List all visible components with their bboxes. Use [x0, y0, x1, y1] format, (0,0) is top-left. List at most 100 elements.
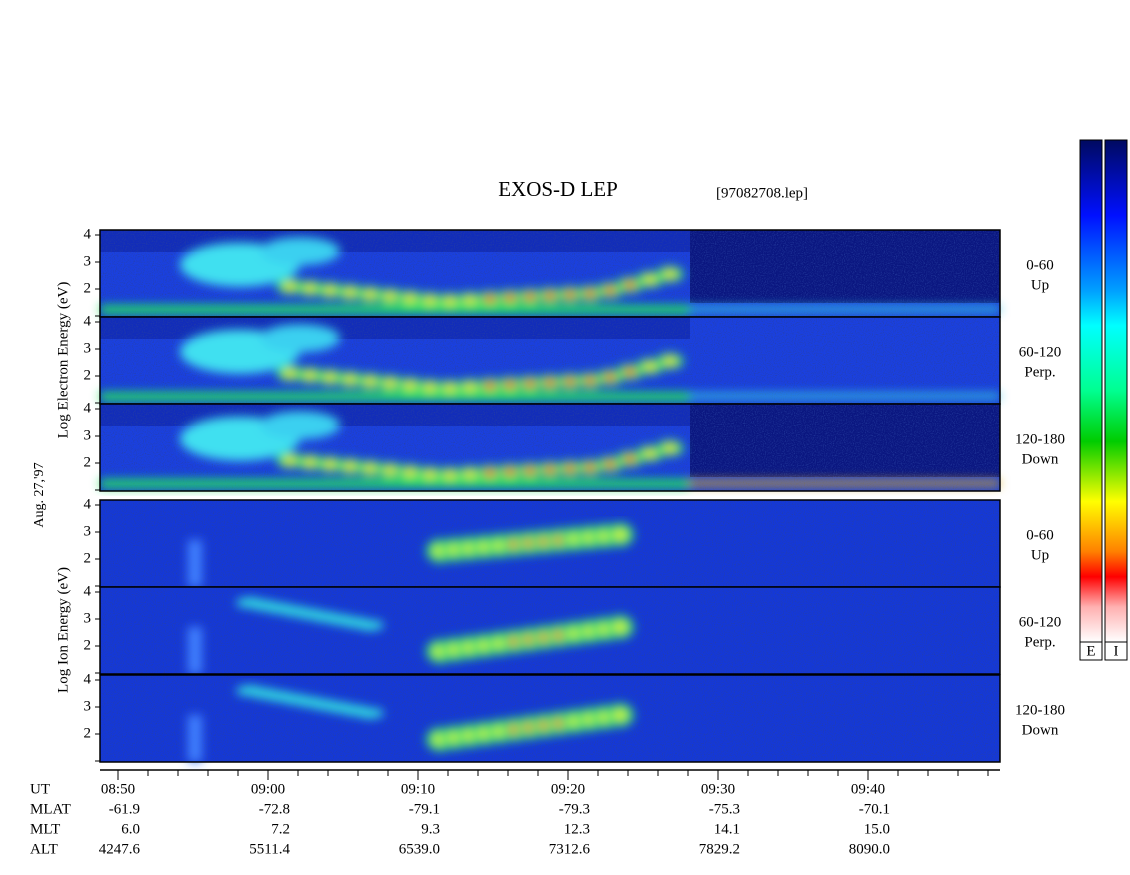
- feature: [690, 480, 1000, 487]
- feature: [260, 237, 340, 266]
- colorbars: E I: [1079, 139, 1128, 661]
- feature: [524, 466, 536, 475]
- feature: [464, 383, 476, 392]
- feature: [356, 620, 384, 631]
- feature: [364, 290, 376, 299]
- y-tick-label: 2: [84, 550, 92, 566]
- feature: [484, 381, 496, 390]
- row-value: 09:40: [851, 781, 885, 797]
- feature: [524, 292, 536, 301]
- row-value: -70.1: [859, 801, 890, 817]
- feature: [544, 378, 556, 387]
- panels: 4 3 2 0-60 Up 4 3 2 60-120 Perp. 4 3 2 120-180 Down 4 3 2…: [84, 226, 1065, 763]
- panel-direction: Perp.: [1024, 364, 1055, 380]
- feature: [404, 381, 416, 390]
- feature: [324, 460, 336, 469]
- feature: [188, 627, 202, 674]
- feature: [364, 464, 376, 473]
- row-value: -79.3: [559, 801, 590, 817]
- panel: 4 3 2 0-60 Up: [84, 496, 1054, 588]
- features: [100, 411, 1000, 489]
- date-label: Aug. 27,'97: [32, 462, 47, 527]
- feature: [664, 444, 676, 453]
- panel-direction: Down: [1022, 722, 1059, 738]
- y-tick-label: 4: [84, 400, 92, 416]
- ion-axis-label: Log Ion Energy (eV): [55, 567, 71, 693]
- feature: [584, 376, 596, 385]
- y-tick-label: 3: [84, 340, 92, 356]
- feature: [604, 460, 616, 469]
- panel-angle: 120-180: [1015, 431, 1065, 447]
- feature: [424, 383, 436, 392]
- y-tick-label: 3: [84, 253, 92, 269]
- row-value: 09:00: [251, 781, 285, 797]
- feature: [484, 468, 496, 477]
- colorbar-i: [1104, 139, 1128, 643]
- feature: [356, 708, 384, 719]
- time-axis: UT 08:50 09:00 09:10 09:20 09:30 09:40 MLAT -61.…: [30, 769, 1000, 857]
- feature: [464, 296, 476, 305]
- row-label: ALT: [30, 841, 58, 857]
- row-label: MLT: [30, 821, 60, 837]
- feature: [384, 379, 396, 388]
- feature: [644, 362, 656, 371]
- row-value: 08:50: [101, 781, 135, 797]
- row-value: 8090.0: [849, 841, 890, 857]
- feature: [188, 540, 202, 587]
- row-value: 9.3: [421, 821, 440, 837]
- row-value: 14.1: [714, 821, 740, 837]
- row-value: 09:20: [551, 781, 585, 797]
- panel: 4 3 2 120-180 Down: [84, 400, 1065, 492]
- feature: [260, 324, 340, 353]
- panel-angle: 0-60: [1026, 257, 1054, 273]
- feature: [424, 470, 436, 479]
- file-name: [97082708.lep]: [716, 185, 808, 201]
- y-tick-label: 2: [84, 367, 92, 383]
- feature: [464, 470, 476, 479]
- feature: [284, 456, 296, 465]
- feature: [624, 454, 636, 463]
- feature: [324, 373, 336, 382]
- y-tick-label: 3: [84, 698, 92, 714]
- feature: [644, 449, 656, 458]
- y-tick-label: 2: [84, 637, 92, 653]
- colorbar-e-box: [1079, 641, 1103, 661]
- row-label: MLAT: [30, 801, 71, 817]
- feature: [384, 466, 396, 475]
- y-tick-label: 4: [84, 583, 92, 599]
- feature: [624, 367, 636, 376]
- feature: [614, 622, 626, 633]
- feature: [644, 275, 656, 284]
- feature: [364, 377, 376, 386]
- row-value: 7829.2: [699, 841, 740, 857]
- panel: 4 3 2 60-120 Perp.: [84, 583, 1062, 675]
- feature: [384, 292, 396, 301]
- feature: [284, 369, 296, 378]
- features: [100, 237, 1000, 315]
- feature: [614, 529, 626, 540]
- row-value: 6.0: [121, 821, 140, 837]
- y-tick-label: 3: [84, 523, 92, 539]
- colorbar-label: E: [1086, 643, 1095, 659]
- panel-direction: Up: [1031, 547, 1049, 563]
- y-tick-label: 4: [84, 671, 92, 687]
- feature: [100, 479, 690, 489]
- feature: [304, 458, 316, 467]
- row-value: -72.8: [259, 801, 290, 817]
- colorbar-i-box: [1104, 641, 1128, 661]
- feature: [188, 715, 202, 762]
- feature: [604, 286, 616, 295]
- features: [100, 324, 1000, 402]
- row-value: 6539.0: [399, 841, 440, 857]
- feature: [614, 710, 626, 721]
- panel-angle: 60-120: [1019, 614, 1062, 630]
- feature: [100, 392, 690, 402]
- feature: [304, 371, 316, 380]
- panel-direction: Perp.: [1024, 634, 1055, 650]
- row-value: 7312.6: [549, 841, 591, 857]
- feature: [324, 286, 336, 295]
- features: [188, 597, 634, 674]
- feature: [690, 393, 1000, 400]
- feature: [444, 384, 456, 393]
